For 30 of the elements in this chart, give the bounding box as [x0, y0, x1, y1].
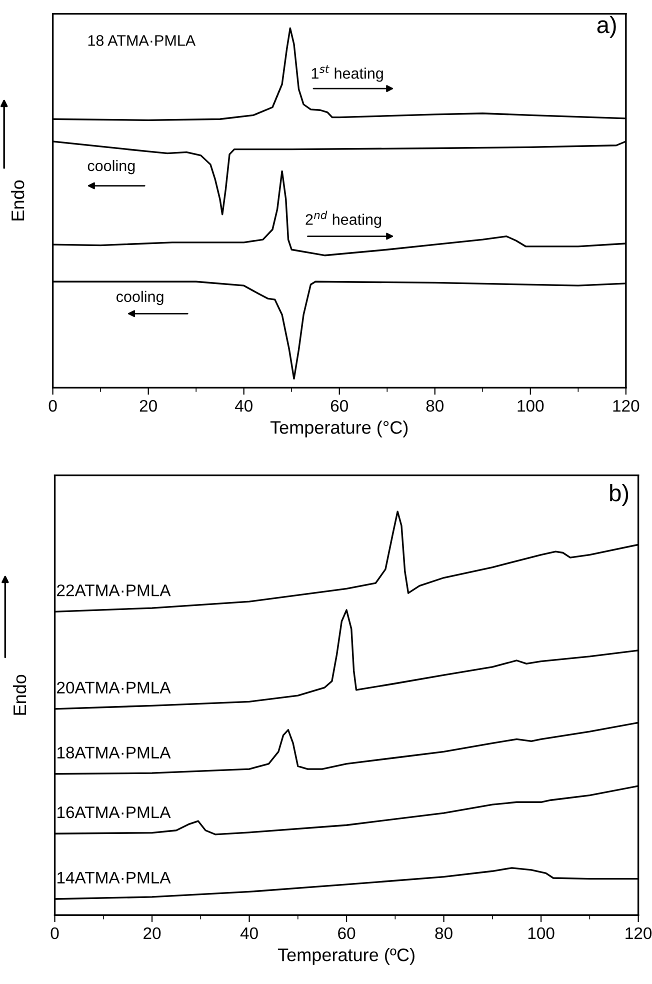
series-label: 16ATMA·PMLA — [58, 806, 171, 818]
x-tick-label: 100 — [518, 400, 544, 412]
x-tick-label: 40 — [234, 400, 252, 412]
series-label: 14ATMA·PMLA — [58, 872, 171, 884]
x-tick-label: 20 — [144, 927, 161, 940]
x-tick-label: 0 — [50, 927, 59, 940]
series-label: 20ATMA·PMLA — [57, 682, 171, 694]
annotation: 1$^{st}$ heating — [312, 65, 383, 82]
annotation: cooling — [116, 290, 164, 306]
x-tick-label: 20 — [140, 400, 157, 412]
annotation: 2$^{nd}$ heating — [306, 210, 381, 228]
x-tick-label: 120 — [613, 400, 640, 412]
x-tick-label: 40 — [240, 927, 258, 940]
x-tick-label: 120 — [626, 927, 652, 940]
series-label: 22ATMA·PMLA — [57, 584, 171, 596]
annotation: a) — [597, 16, 616, 38]
annotation: 18 ATMA·PMLA — [88, 35, 196, 46]
y-axis-title: Endo — [12, 674, 26, 715]
x-tick-label: 80 — [435, 927, 452, 940]
x-tick-label: 100 — [528, 927, 554, 940]
x-tick-label: 80 — [426, 400, 444, 412]
annotation: cooling — [88, 160, 135, 174]
x-axis-title: Temperature (ºC) — [278, 948, 414, 965]
x-tick-label: 60 — [330, 400, 348, 412]
x-tick-label: 0 — [48, 400, 57, 412]
series-label: 18ATMA·PMLA — [58, 746, 171, 758]
text: b) — [610, 484, 628, 506]
x-axis-title: Temperature (°C) — [270, 420, 408, 438]
y-axis-title: Endo — [10, 180, 24, 220]
x-tick-label: 60 — [338, 927, 356, 940]
